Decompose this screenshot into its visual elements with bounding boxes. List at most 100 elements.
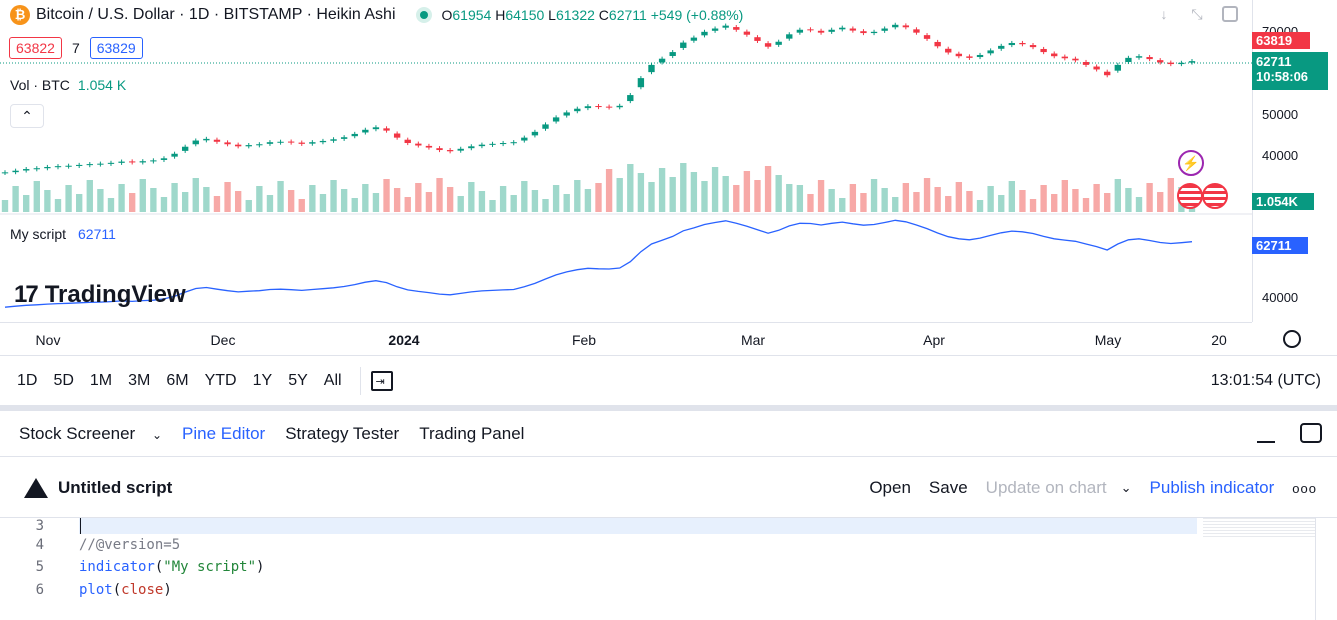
candle-body <box>224 142 231 145</box>
range-5y-button[interactable]: 5Y <box>288 371 308 389</box>
settings-gear-icon[interactable] <box>1283 330 1301 348</box>
buy-price-box[interactable]: 63829 <box>89 37 143 59</box>
sell-price-box[interactable]: 63822 <box>9 37 62 59</box>
range-1d-button[interactable]: 1D <box>17 371 38 389</box>
lightning-event-icon[interactable]: ⚡ <box>1178 150 1204 176</box>
candle-body <box>764 43 772 47</box>
chart-canvas[interactable] <box>0 0 1252 322</box>
time-axis[interactable]: Nov Dec 2024 Feb Mar Apr May 20 <box>0 322 1252 355</box>
candle-body <box>383 128 390 131</box>
candle-body <box>340 137 348 139</box>
script-title[interactable]: Untitled script <box>58 477 173 497</box>
volume-bar <box>733 185 740 212</box>
candle-body <box>510 142 517 144</box>
volume-bar <box>139 179 146 212</box>
volume-label: Vol · BTC <box>10 77 70 93</box>
save-button[interactable]: Save <box>928 478 968 497</box>
volume-bar <box>107 198 115 212</box>
watermark-text: TradingView <box>44 281 186 308</box>
candle-body <box>351 133 358 137</box>
volume-bar <box>393 188 401 212</box>
volume-bar <box>54 199 62 212</box>
volume-bar <box>828 189 835 212</box>
bar-countdown: 10:58:06 <box>1256 69 1309 84</box>
symbol-title[interactable]: Bitcoin / U.S. Dollar · 1D · BITSTAMP · … <box>36 6 396 23</box>
candle-body <box>605 106 613 108</box>
time-label: Apr <box>923 332 945 348</box>
volume-bar <box>277 181 284 212</box>
code-editor[interactable]: 3 4 //@version=5 5 indicator("My script"… <box>0 518 1337 620</box>
volume-bar <box>955 182 963 212</box>
candle-body <box>76 164 83 166</box>
us-flag-icon-2[interactable] <box>1202 183 1228 209</box>
price-scale[interactable] <box>1252 0 1337 322</box>
candle-body <box>1019 42 1026 45</box>
us-flag-icon[interactable] <box>1177 183 1203 209</box>
candle-body <box>213 139 221 142</box>
editor-actions: Open Save Update on chart ⌄ Publish indi… <box>851 458 1317 518</box>
volume-value: 1.054 K <box>77 77 127 93</box>
candle-body <box>817 30 825 33</box>
chart-area[interactable]: ₿ Bitcoin / U.S. Dollar · 1D · BITSTAMP … <box>0 0 1337 355</box>
volume-bar <box>542 199 549 212</box>
utc-clock[interactable]: 13:01:54 (UTC) <box>1210 371 1321 389</box>
date-range-bar: 1D 5D 1M 3M 6M YTD 1Y 5Y All ⇥ 13:01:54 … <box>0 355 1337 405</box>
panel-divider[interactable] <box>0 405 1337 411</box>
publish-indicator-button[interactable]: Publish indicator <box>1149 478 1275 497</box>
candle-body <box>1188 61 1196 63</box>
more-options-button[interactable]: ooo <box>1292 480 1317 496</box>
candle-body <box>362 129 369 133</box>
volume-bar <box>966 191 973 212</box>
editor-scrollbar[interactable] <box>1315 518 1337 620</box>
collapse-legend-button[interactable]: ⌃ <box>10 104 44 128</box>
volume-bar <box>245 200 252 212</box>
range-6m-button[interactable]: 6M <box>166 371 189 389</box>
maximize-icon[interactable] <box>1222 6 1238 22</box>
volume-bar <box>976 200 984 212</box>
minimap[interactable] <box>1203 518 1315 538</box>
candle-body <box>998 45 1005 49</box>
candle-body <box>574 108 581 112</box>
volume-bar <box>1008 181 1016 212</box>
script-name[interactable]: My script <box>10 226 66 242</box>
minimize-panel-icon[interactable] <box>1257 441 1275 443</box>
collapse-icon[interactable]: ⤡ <box>1191 6 1203 22</box>
volume-bar <box>351 198 358 212</box>
candle-body <box>468 146 475 149</box>
volume-bar <box>923 178 931 212</box>
range-ytd-button[interactable]: YTD <box>204 371 237 389</box>
tab-trading-panel[interactable]: Trading Panel <box>419 423 525 443</box>
open-button[interactable]: Open <box>869 478 911 497</box>
range-1m-button[interactable]: 1M <box>89 371 113 389</box>
maximize-panel-icon[interactable] <box>1300 423 1322 443</box>
go-to-date-icon[interactable]: ⇥ <box>370 370 393 391</box>
volume-bar <box>796 185 804 212</box>
chevron-down-icon[interactable]: ⌄ <box>1120 480 1132 495</box>
candle-body <box>287 141 295 143</box>
volume-bar <box>44 190 51 212</box>
update-on-chart-button[interactable]: Update on chart <box>985 478 1107 497</box>
chevron-down-icon[interactable]: ⌄ <box>151 427 163 442</box>
volume-bar <box>690 172 698 212</box>
volume-bar <box>521 181 528 212</box>
volume-bar <box>1104 193 1111 212</box>
candle-body <box>849 28 857 31</box>
range-all-button[interactable]: All <box>323 371 342 389</box>
volume-bar <box>998 195 1005 212</box>
range-3m-button[interactable]: 3M <box>128 371 151 389</box>
arrow-down-icon[interactable]: ↓ <box>1160 6 1168 22</box>
range-1y-button[interactable]: 1Y <box>252 371 273 389</box>
tab-strategy-tester[interactable]: Strategy Tester <box>285 423 400 443</box>
volume-bar <box>383 179 390 212</box>
range-5d-button[interactable]: 5D <box>53 371 74 389</box>
time-label: Dec <box>210 332 236 348</box>
tab-pine-editor[interactable]: Pine Editor <box>182 423 266 443</box>
tab-stock-screener[interactable]: Stock Screener ⌄ <box>19 423 163 443</box>
candle-body <box>669 52 676 57</box>
candle-body <box>1 172 9 174</box>
candle-body <box>234 144 242 147</box>
candle-body <box>1135 56 1143 58</box>
volume-bar <box>584 189 592 212</box>
volume-bar <box>425 192 433 212</box>
candle-body <box>1008 42 1016 46</box>
